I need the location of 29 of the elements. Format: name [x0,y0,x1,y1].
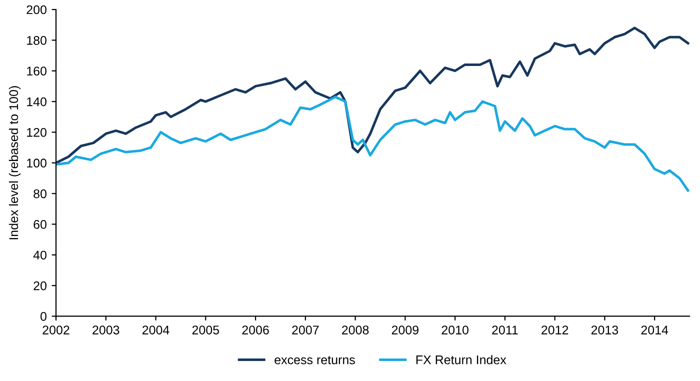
y-tick-label: 0 [40,312,46,321]
x-tick-label: 2004 [142,326,170,334]
x-tick-label: 2007 [292,326,319,334]
y-tick-label: 120 [27,128,46,137]
x-tick-label: 2009 [392,326,418,334]
y-tick-label: 20 [34,281,46,290]
x-tick-label: 2014 [641,326,668,334]
y-tick-label: 80 [34,189,46,198]
y-tick-label: 100 [27,158,46,168]
y-tick-label: 160 [27,66,46,76]
x-tick-label: 2010 [442,326,468,334]
y-tick-label: 40 [33,250,46,260]
x-tick-label: 2008 [342,326,369,334]
x-tick-label: 2013 [591,326,618,334]
x-tick-label: 2005 [192,326,220,334]
y-tick-label: 140 [27,97,46,106]
x-tick-label: 2002 [42,326,70,334]
line-series [56,96,690,192]
line-series [56,26,690,164]
x-tick-label: 2003 [92,326,120,334]
y-tick-label: 200 [26,5,46,14]
x-tick-label: 2012 [542,326,568,334]
legend-label: FX Return Index [416,355,506,364]
y-axis-title: Index level (rebased to 100) [8,86,21,240]
legend-label: excess returns [274,356,355,364]
y-tick-label: 60 [34,220,46,229]
y-tick-label: 180 [27,36,46,45]
x-tick-label: 2011 [492,326,518,334]
x-tick-label: 2006 [242,326,269,334]
